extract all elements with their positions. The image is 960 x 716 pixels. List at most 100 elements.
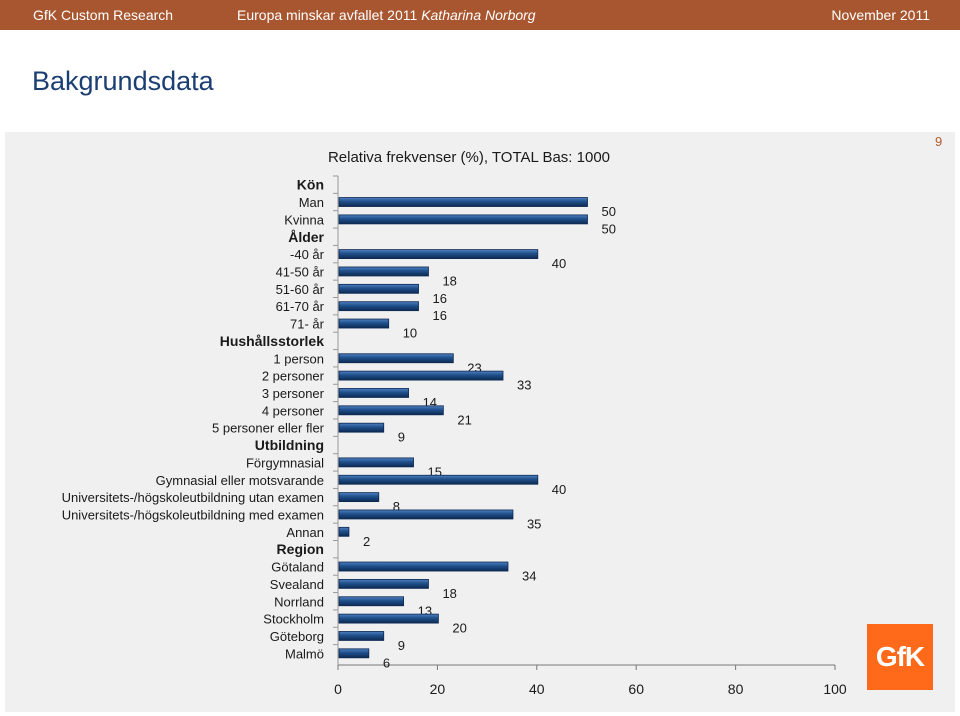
- chart-row: 4 personer 21: [262, 401, 472, 427]
- chart-panel: [5, 132, 955, 712]
- chart-row: Svealand 18: [270, 574, 457, 601]
- category-group-header: Ålder: [288, 227, 338, 245]
- bar: [338, 370, 504, 381]
- row-label: Götaland: [271, 560, 324, 575]
- row-label: 4 personer: [262, 403, 325, 418]
- bar: [338, 318, 390, 329]
- chart-row: Malmö 6: [285, 644, 390, 670]
- bar: [338, 197, 588, 207]
- row-label: Man: [299, 195, 324, 210]
- bar-value-label: 2: [363, 534, 370, 549]
- bar: [338, 648, 370, 659]
- chart-row: Universitets-/högskoleutbildning utan ex…: [62, 487, 400, 514]
- chart-row: -40 år 40: [290, 244, 566, 271]
- chart-row: Stockholm 20: [263, 609, 467, 636]
- bar-value-label: 50: [602, 204, 616, 219]
- bar-value-label: 6: [383, 655, 390, 670]
- bar: [338, 457, 414, 468]
- chart-row: 61-70 år 16: [276, 297, 447, 323]
- bar-value-label: 16: [433, 291, 447, 306]
- row-label: 5 personer eller fler: [212, 421, 325, 436]
- chart-title: Relativa frekvenser (%), TOTAL Bas: 1000: [328, 149, 610, 166]
- row-label: Universitets-/högskoleutbildning med exa…: [62, 507, 324, 522]
- category-group-header: Utbildning: [255, 435, 338, 453]
- bar-value-label: 34: [522, 569, 536, 584]
- bar-value-label: 16: [433, 308, 447, 323]
- group-header-label: Ålder: [288, 229, 324, 245]
- report-name: Europa minskar avfallet 2011: [237, 7, 418, 23]
- category-group-header: Region: [277, 540, 338, 557]
- row-label: 41-50 år: [276, 264, 325, 279]
- group-header-label: Region: [277, 541, 324, 557]
- report-date: November 2011: [831, 7, 930, 23]
- row-label: Förgymnasial: [246, 455, 324, 470]
- bar: [338, 474, 539, 485]
- chart-row: 5 personer eller fler 9: [212, 418, 405, 445]
- bar: [338, 561, 509, 572]
- bar-value-label: 9: [398, 638, 405, 653]
- bar-value-label: 33: [517, 378, 531, 393]
- report-title: Europa minskar avfallet 2011 Katharina N…: [237, 7, 536, 23]
- bar: [338, 214, 588, 225]
- bar-value-label: 18: [442, 586, 456, 601]
- bar: [338, 283, 419, 294]
- chart-row: Götaland 34: [271, 557, 536, 584]
- bar-value-label: 50: [602, 221, 616, 236]
- page-title: Bakgrundsdata: [32, 66, 214, 96]
- bar: [338, 405, 444, 416]
- report-author: Katharina Norborg: [421, 7, 536, 23]
- bar: [338, 388, 409, 398]
- chart-row: Kvinna 50: [284, 210, 616, 236]
- bar-value-label: 9: [398, 430, 405, 445]
- chart-row: 51-60 år 16: [276, 279, 447, 306]
- bar-value-label: 10: [403, 326, 417, 341]
- bar: [338, 578, 429, 589]
- group-header-label: Kön: [297, 177, 324, 193]
- row-label: -40 år: [290, 247, 325, 262]
- row-label: Svealand: [270, 577, 324, 592]
- page-number: 9: [935, 134, 943, 149]
- bar-value-label: 35: [527, 516, 541, 531]
- chart-row: Man 50: [299, 192, 616, 219]
- row-label: 51-60 år: [276, 282, 325, 297]
- chart-row: 41-50 år 18: [276, 262, 457, 288]
- category-group-header: Kön: [297, 175, 338, 193]
- chart-row: Universitets-/högskoleutbildning med exa…: [62, 505, 541, 531]
- bar: [338, 266, 429, 277]
- x-tick-label: 100: [823, 681, 847, 697]
- bar-value-label: 8: [393, 499, 400, 514]
- row-label: Kvinna: [284, 212, 325, 227]
- bar-value-label: 18: [442, 273, 456, 288]
- group-header-label: Utbildning: [255, 437, 324, 453]
- row-label: Stockholm: [263, 612, 324, 627]
- row-label: Universitets-/högskoleutbildning utan ex…: [62, 490, 324, 505]
- bar-value-label: 40: [552, 482, 566, 497]
- row-label: Malmö: [285, 646, 324, 661]
- row-label: 3 personer: [262, 386, 325, 401]
- x-axis: 0 20 40 60 80 100: [334, 176, 847, 697]
- company-name: GfK Custom Research: [33, 7, 174, 23]
- chart-row: Annan 2: [286, 522, 370, 549]
- row-label: 1 person: [273, 351, 324, 366]
- x-tick-label: 0: [334, 681, 342, 697]
- category-group-header: Hushållsstorlek: [220, 331, 338, 349]
- chart-row: Gymnasial eller motsvarande 40: [156, 470, 566, 497]
- row-label: 2 personer: [262, 369, 325, 384]
- gfk-logo: GfK: [867, 624, 933, 690]
- bar: [338, 492, 380, 503]
- x-tick-label: 20: [430, 681, 446, 697]
- row-label: Norrland: [274, 594, 324, 609]
- x-tick-label: 40: [529, 681, 545, 697]
- bar: [338, 613, 439, 624]
- chart-row: Göteborg 9: [270, 626, 405, 653]
- bar: [338, 301, 419, 312]
- bar: [338, 596, 405, 607]
- row-label: 71- år: [290, 317, 325, 332]
- row-label: Gymnasial eller motsvarande: [156, 473, 324, 488]
- row-label: Göteborg: [270, 629, 324, 644]
- x-tick-label: 60: [628, 681, 644, 697]
- row-label: Annan: [286, 525, 324, 540]
- x-tick-label: 80: [728, 681, 744, 697]
